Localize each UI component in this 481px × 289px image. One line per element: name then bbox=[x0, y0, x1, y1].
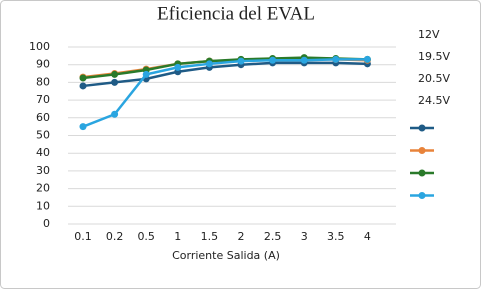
data-point bbox=[332, 55, 340, 63]
y-tick-label: 10 bbox=[36, 199, 50, 212]
series-line bbox=[82, 61, 368, 88]
data-point bbox=[237, 57, 245, 65]
y-tick-label: 30 bbox=[36, 164, 50, 177]
legend-label: 12V bbox=[418, 28, 440, 41]
x-tick-label: 4 bbox=[364, 230, 371, 243]
y-tick-label: 50 bbox=[36, 129, 50, 142]
legend-marker bbox=[418, 147, 426, 154]
chart-title: Eficiencia del EVAL bbox=[157, 3, 315, 24]
data-point bbox=[79, 82, 87, 90]
x-tick-label: 0.1 bbox=[74, 230, 92, 243]
x-tick-label: 3.5 bbox=[327, 230, 345, 243]
legend-label: 24.5V bbox=[418, 94, 450, 107]
y-tick-label: 40 bbox=[36, 146, 50, 159]
y-tick-label: 0 bbox=[43, 217, 50, 230]
x-tick-label: 2 bbox=[238, 230, 245, 243]
y-tick-label: 20 bbox=[36, 182, 50, 195]
legend-label: 20.5V bbox=[418, 72, 450, 85]
series-line bbox=[82, 58, 368, 128]
legend-marker bbox=[418, 192, 426, 199]
x-tick-label: 1 bbox=[174, 230, 181, 243]
y-tick-label: 90 bbox=[36, 58, 50, 71]
x-axis-label: Corriente Salida (A) bbox=[172, 249, 280, 262]
y-tick-label: 100 bbox=[29, 40, 50, 53]
legend-marker bbox=[418, 124, 426, 132]
x-tick-label: 0.2 bbox=[106, 230, 124, 243]
y-tick-label: 70 bbox=[36, 93, 50, 106]
data-point bbox=[300, 56, 308, 64]
data-point bbox=[269, 56, 277, 64]
data-point bbox=[174, 63, 182, 71]
legend-label: 19.5V bbox=[418, 50, 450, 63]
data-point bbox=[79, 123, 87, 131]
y-tick-label: 80 bbox=[36, 75, 50, 88]
x-tick-label: 3 bbox=[301, 230, 308, 243]
data-point bbox=[111, 110, 119, 118]
x-tick-label: 0.5 bbox=[137, 230, 155, 243]
data-point bbox=[111, 70, 119, 78]
data-point bbox=[205, 60, 213, 68]
legend-marker bbox=[418, 169, 426, 177]
x-tick-label: 1.5 bbox=[201, 230, 219, 243]
x-tick-label: 2.5 bbox=[264, 230, 282, 243]
data-point bbox=[363, 55, 371, 63]
data-point bbox=[79, 74, 87, 82]
y-tick-label: 60 bbox=[36, 111, 50, 124]
data-point bbox=[142, 70, 150, 78]
data-point bbox=[111, 78, 119, 86]
series-line bbox=[82, 56, 368, 80]
